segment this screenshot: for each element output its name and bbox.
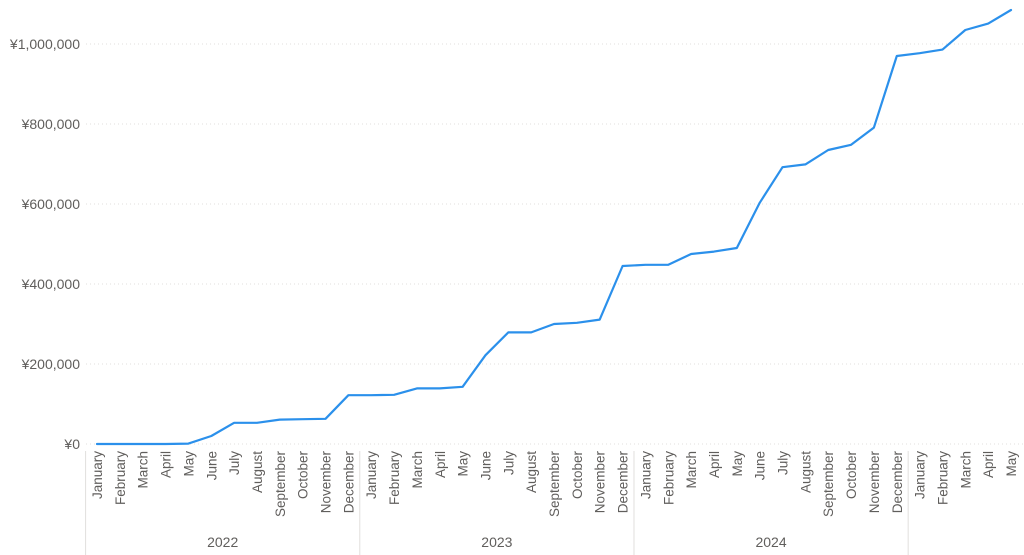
x-tick-label: January [90,451,105,499]
x-tick-label: April [433,451,448,478]
x-tick-label: August [250,451,265,493]
x-tick-label: June [204,451,219,480]
x-tick-label: February [935,451,950,505]
y-tick-label: ¥800,000 [21,116,81,132]
x-tick-label: April [981,451,996,478]
series-line [95,8,1013,446]
x-tick-label: July [776,451,791,475]
x-tick-label: November [867,451,882,514]
x-tick-label: June [753,451,768,480]
y-tick-label: ¥600,000 [21,196,81,212]
y-tick-label: ¥400,000 [21,276,81,292]
x-tick-label: August [798,451,813,493]
x-tick-label: July [227,451,242,475]
x-tick-label: March [410,451,425,489]
x-axis-ticks: January February March April May June July Augu… [90,451,1019,518]
x-tick-label: May [181,451,196,477]
x-tick-label: November [593,451,608,514]
x-tick-label: October [570,451,585,500]
x-tick-label: November [319,451,334,514]
x-tick-label: September [821,451,836,518]
x-tick-label: January [638,451,653,499]
x-tick-label: March [136,451,151,489]
gridlines [86,43,1024,445]
x-tick-label: May [1004,451,1019,477]
x-tick-label: February [113,451,128,505]
y-tick-label: ¥1,000,000 [9,36,80,52]
x-tick-label: October [296,451,311,500]
y-tick-label: ¥200,000 [21,356,81,372]
series-layer [95,8,1013,446]
x-tick-label: July [501,451,516,475]
x-tick-label: September [273,451,288,518]
x-tick-label: October [844,451,859,500]
x-tick-label: December [341,451,356,514]
y-axis-ticks: ¥0 ¥200,000 ¥400,000 ¥600,000 ¥800,000 ¥1,000… [9,36,80,452]
x-tick-label: August [524,451,539,493]
x-tick-label: January [913,451,928,499]
x-tick-label: May [456,451,471,477]
x-axis-year-groups: 2022 2023 2024 [85,451,909,555]
year-group-label: 2024 [755,534,786,550]
x-tick-label: April [707,451,722,478]
year-group-label: 2022 [207,534,238,550]
x-tick-label: December [890,451,905,514]
x-tick-label: March [684,451,699,489]
x-tick-label: February [661,451,676,505]
y-tick-label: ¥0 [63,436,80,452]
x-tick-label: January [364,451,379,499]
x-tick-label: February [387,451,402,505]
x-tick-label: December [616,451,631,514]
x-tick-label: September [547,451,562,518]
year-group-label: 2023 [481,534,512,550]
x-tick-label: April [159,451,174,478]
x-tick-label: May [730,451,745,477]
x-tick-label: March [958,451,973,489]
x-tick-label: June [478,451,493,480]
